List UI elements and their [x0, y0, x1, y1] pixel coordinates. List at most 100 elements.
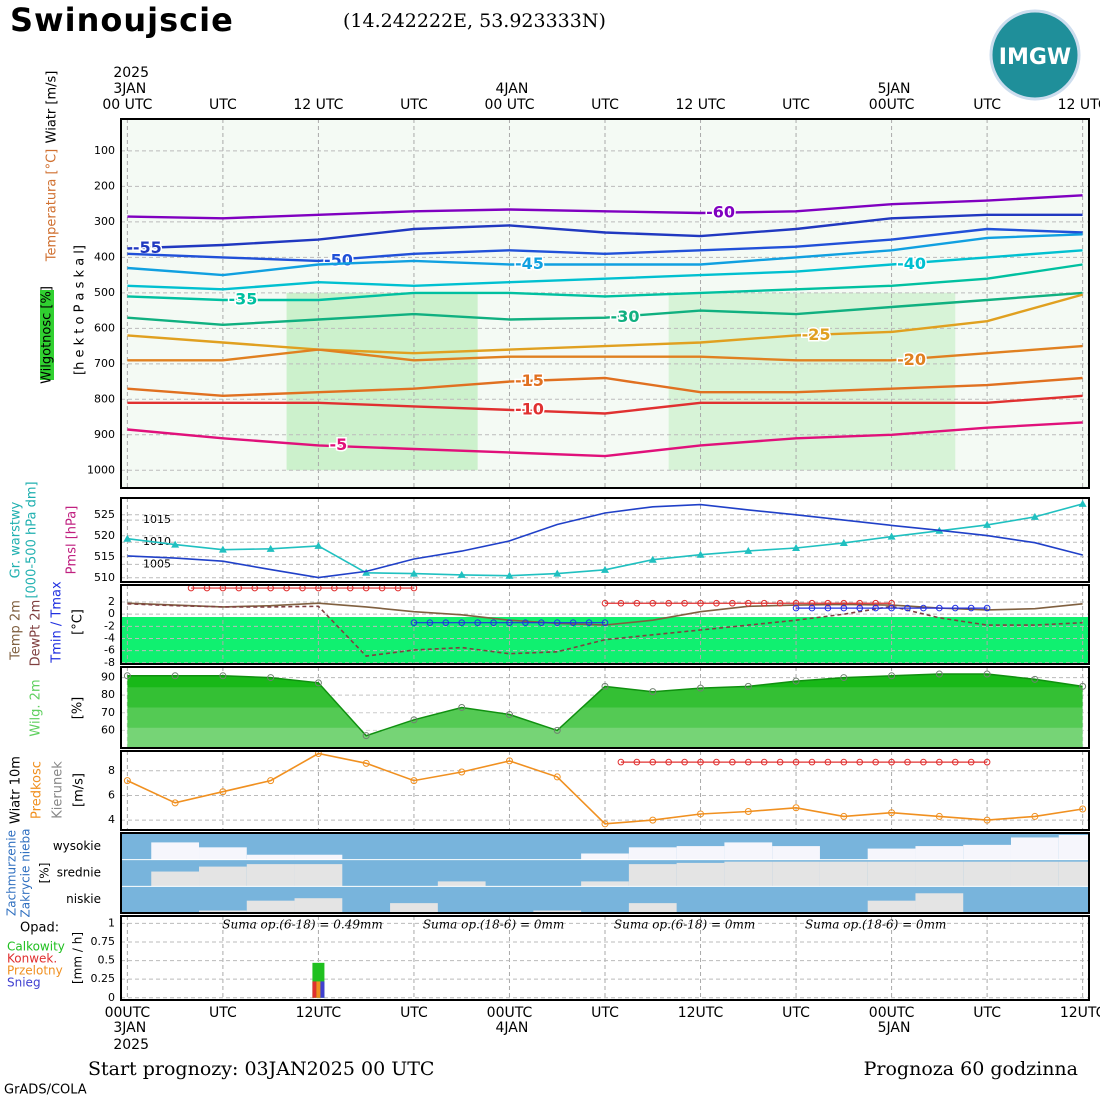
extreme-marker: [983, 758, 991, 766]
cloud-bar: [390, 903, 438, 913]
axis-label: Predkosc: [30, 761, 45, 819]
extreme-marker: [792, 758, 800, 766]
cloud-bar: [151, 842, 200, 860]
cloud-bar: [151, 871, 200, 887]
extreme-marker: [920, 604, 927, 612]
contour-line: [127, 213, 1083, 250]
extreme-marker: [776, 599, 784, 607]
y-tick-label: 0: [108, 607, 115, 620]
extreme-marker: [776, 758, 784, 766]
x-tick-label-bottom: UTC: [782, 1005, 810, 1021]
contour-line: [127, 249, 1083, 291]
extreme-marker: [553, 619, 561, 626]
x-tick-label-bottom: 00UTC: [105, 1005, 151, 1021]
cloud-bar: [1058, 861, 1089, 887]
humidity-shade: [668, 292, 956, 471]
line-series: [127, 503, 1083, 579]
extreme-marker: [872, 599, 879, 607]
extreme-marker: [840, 758, 848, 766]
axis-label: Zakrycie nieba: [19, 829, 33, 918]
contour-label: -45: [515, 254, 544, 273]
extreme-marker: [808, 604, 816, 612]
start-label: Start prognozy: 03JAN2025 00 UTC: [88, 1058, 434, 1080]
marker: [219, 672, 227, 680]
cloud-bar: [724, 861, 773, 887]
sum-annotation: Suma op.(18-6) = 0mm: [423, 918, 564, 932]
y-tick-label: 600: [94, 321, 115, 334]
area-band: [121, 707, 1089, 748]
marker: [888, 809, 896, 817]
extreme-marker: [967, 604, 975, 612]
legend-entry: Calkowity: [7, 940, 65, 954]
marker: [840, 674, 848, 682]
axis-label: Wiatr [m/s]: [45, 71, 60, 144]
extreme-marker: [840, 604, 848, 612]
extreme-marker: [617, 599, 625, 607]
y-tick-label: 1000: [87, 463, 115, 476]
cloud-bar: [581, 853, 629, 860]
panel-border: [120, 118, 1090, 489]
extreme-marker: [713, 599, 720, 607]
sum-annotation: Suma op.(6-18) = 0mm: [614, 918, 755, 932]
contour-label: -10: [515, 399, 544, 418]
extreme-marker: [729, 758, 736, 766]
sum-annotation: Suma op.(6-18) = 0.49mm: [222, 918, 383, 932]
contour-label: -30: [611, 307, 640, 326]
y-tick-label: 200: [94, 179, 115, 192]
row-label: wysokie: [53, 839, 101, 853]
marker: [935, 670, 943, 678]
extreme-marker: [872, 604, 879, 612]
contour-line: [127, 293, 1083, 355]
extreme-marker: [649, 758, 657, 766]
extreme-marker: [538, 619, 545, 626]
panel-border: [120, 750, 1090, 831]
extreme-marker: [729, 599, 736, 607]
marker: [792, 677, 800, 685]
y-tick-label: 6: [108, 788, 115, 801]
marker: [792, 804, 800, 812]
marker: [1031, 812, 1039, 820]
cloud-bar: [1010, 861, 1059, 887]
y-tick-label: -8: [104, 656, 115, 669]
extreme-marker: [569, 619, 577, 626]
extreme-marker: [888, 599, 895, 607]
marker: [935, 812, 943, 820]
date-label-top: 4JAN: [495, 81, 528, 97]
marker: [314, 541, 323, 549]
axis-label: Wilgotnosc [%]: [40, 286, 55, 384]
cloud-bar: [628, 847, 677, 860]
marker: [267, 674, 275, 682]
precip-bar: [316, 981, 321, 998]
row-label: niskie: [66, 892, 101, 906]
cloud-bar: [772, 846, 820, 860]
marker: [362, 732, 370, 740]
cloud-bar: [676, 846, 725, 860]
marker: [696, 550, 705, 558]
line-series: [127, 603, 1083, 657]
marker: [744, 807, 752, 815]
extreme-marker: [936, 758, 943, 766]
y-tick-label: 4: [108, 813, 115, 826]
panel-border: [120, 584, 1090, 665]
x-tick-label-top: 12 UTC: [676, 97, 726, 113]
contour-line: [127, 291, 1083, 327]
cloud-bar: [915, 846, 964, 860]
marker: [362, 568, 371, 576]
y-tick-label: -6: [104, 644, 115, 657]
marker: [219, 788, 227, 796]
y-tick-label: -2: [104, 619, 115, 632]
precip-bar: [312, 981, 317, 998]
extreme-marker: [760, 758, 768, 766]
cloud-bar: [676, 862, 725, 887]
marker: [983, 816, 991, 824]
cloud-bar: [867, 900, 916, 913]
axis-label: Wilg. 2m: [29, 679, 44, 736]
extreme-marker: [633, 758, 641, 766]
cloud-bar: [963, 844, 1011, 860]
sum-annotation: Suma op.(18-6) = 0mm: [805, 918, 946, 932]
marker: [553, 569, 562, 577]
area-band: [121, 727, 1089, 748]
marker: [266, 544, 275, 552]
area-band: [121, 687, 1089, 748]
y-tick-label: 0: [108, 991, 115, 1004]
